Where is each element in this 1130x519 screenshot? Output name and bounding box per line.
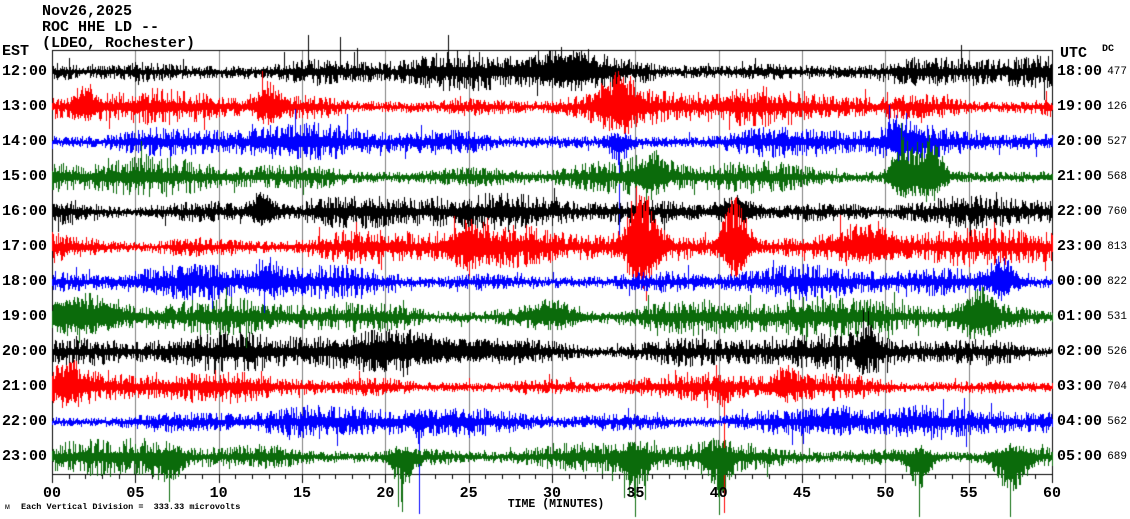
utc-time-label: 20:00 (1057, 133, 1103, 150)
dc-value: 477 (1107, 66, 1127, 78)
dc-value: 822 (1107, 276, 1127, 288)
dc-axis-label: DC (1102, 44, 1115, 55)
dc-value: 531 (1107, 311, 1127, 323)
utc-time-label: 22:00 (1057, 203, 1103, 220)
dc-value: 526 (1107, 346, 1127, 358)
utc-time-label: 21:00 (1057, 168, 1103, 185)
est-time-label: 20:00 (1, 343, 47, 360)
scale-caption: Each Vertical Division = 333.33 microvol… (21, 502, 241, 512)
dc-value: 568 (1107, 171, 1127, 183)
x-tick-label: 50 (876, 485, 895, 502)
utc-time-label: 00:00 (1057, 273, 1103, 290)
utc-time-label: 23:00 (1057, 238, 1103, 255)
est-time-label: 19:00 (1, 308, 47, 325)
est-time-label: 21:00 (1, 378, 47, 395)
est-time-label: 16:00 (1, 203, 47, 220)
est-time-label: 23:00 (1, 448, 47, 465)
dc-value: 527 (1107, 136, 1127, 148)
x-tick-label: 15 (292, 485, 311, 502)
dc-value: 689 (1107, 451, 1127, 463)
utc-time-label: 05:00 (1057, 448, 1103, 465)
utc-time-label: 19:00 (1057, 98, 1103, 115)
utc-time-label: 04:00 (1057, 413, 1103, 430)
utc-time-label: 18:00 (1057, 63, 1103, 80)
est-time-label: 22:00 (1, 413, 47, 430)
x-tick-label: 40 (709, 485, 728, 502)
est-time-label: 18:00 (1, 273, 47, 290)
x-tick-label: 55 (959, 485, 978, 502)
x-tick-label: 35 (626, 485, 645, 502)
dc-value: 813 (1107, 241, 1127, 253)
utc-time-label: 01:00 (1057, 308, 1103, 325)
x-tick-label: 25 (459, 485, 478, 502)
est-time-label: 15:00 (1, 168, 47, 185)
est-time-label: 14:00 (1, 133, 47, 150)
x-tick-label: 20 (376, 485, 395, 502)
x-tick-label: 10 (209, 485, 228, 502)
x-tick-label: 05 (126, 485, 145, 502)
est-time-label: 13:00 (1, 98, 47, 115)
dc-value: 562 (1107, 416, 1127, 428)
dc-value: 704 (1107, 381, 1127, 393)
x-tick-label: 00 (42, 485, 61, 502)
watermark-m-icon: м (5, 503, 10, 512)
x-tick-label: 60 (1042, 485, 1061, 502)
dc-value: 126 (1107, 101, 1127, 113)
x-tick-label: 30 (542, 485, 561, 502)
est-time-label: 17:00 (1, 238, 47, 255)
dc-value: 760 (1107, 206, 1127, 218)
x-tick-label: 45 (792, 485, 811, 502)
x-axis-title: TIME (MINUTES) (507, 498, 605, 511)
utc-axis-label: UTC (1060, 45, 1088, 62)
est-time-label: 12:00 (1, 63, 47, 80)
est-axis-label: EST (2, 43, 30, 60)
utc-time-label: 02:00 (1057, 343, 1103, 360)
utc-time-label: 03:00 (1057, 378, 1103, 395)
